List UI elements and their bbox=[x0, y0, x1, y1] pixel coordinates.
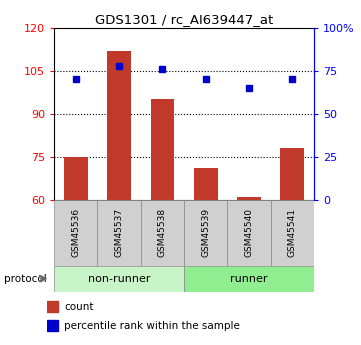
Bar bbox=[184, 200, 227, 266]
Text: GSM45541: GSM45541 bbox=[288, 208, 297, 257]
Bar bbox=[64, 157, 88, 200]
Text: protocol: protocol bbox=[4, 274, 46, 284]
Text: percentile rank within the sample: percentile rank within the sample bbox=[64, 321, 240, 331]
Title: GDS1301 / rc_AI639447_at: GDS1301 / rc_AI639447_at bbox=[95, 13, 273, 27]
Bar bbox=[280, 148, 304, 200]
Text: count: count bbox=[64, 302, 94, 312]
Bar bbox=[47, 320, 58, 332]
Bar bbox=[194, 168, 218, 200]
Text: GSM45540: GSM45540 bbox=[245, 208, 253, 257]
Bar bbox=[237, 197, 261, 200]
Bar bbox=[141, 200, 184, 266]
Text: GSM45536: GSM45536 bbox=[71, 208, 80, 257]
Bar bbox=[54, 266, 184, 292]
Bar bbox=[47, 301, 58, 312]
Text: GSM45538: GSM45538 bbox=[158, 208, 167, 257]
Bar bbox=[184, 266, 314, 292]
Text: GSM45537: GSM45537 bbox=[115, 208, 123, 257]
Text: non-runner: non-runner bbox=[88, 274, 151, 284]
Bar bbox=[54, 200, 97, 266]
Text: runner: runner bbox=[230, 274, 268, 284]
Bar bbox=[151, 99, 174, 200]
Text: GSM45539: GSM45539 bbox=[201, 208, 210, 257]
Bar bbox=[227, 200, 271, 266]
Bar bbox=[271, 200, 314, 266]
Bar bbox=[107, 51, 131, 200]
Bar bbox=[97, 200, 141, 266]
